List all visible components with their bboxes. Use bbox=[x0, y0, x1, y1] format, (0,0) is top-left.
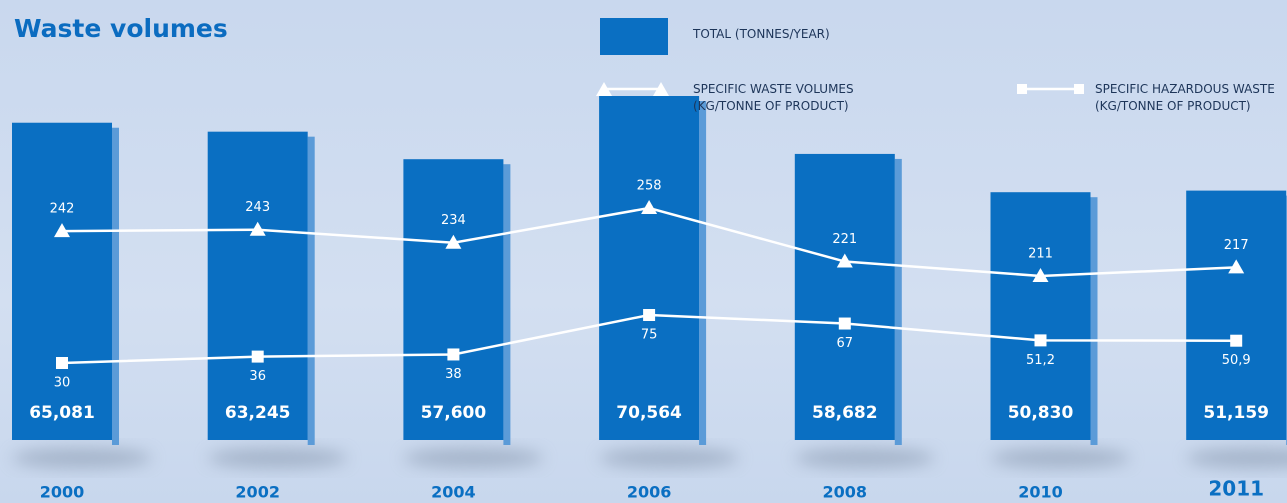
bar-shadow bbox=[599, 448, 740, 468]
bar-shadow bbox=[1186, 448, 1287, 468]
x-tick-label: 2010 bbox=[1018, 483, 1063, 502]
line-value-label: 67 bbox=[837, 336, 854, 351]
line-marker bbox=[1230, 334, 1243, 347]
bar-shadow bbox=[12, 448, 152, 468]
bar-side bbox=[112, 127, 119, 445]
x-tick-label: 2008 bbox=[823, 483, 868, 502]
bar bbox=[12, 122, 112, 440]
bar bbox=[207, 131, 308, 440]
x-tick-label: 2002 bbox=[235, 483, 280, 502]
legend-swatch-bar bbox=[600, 18, 668, 55]
line-value-label: 38 bbox=[445, 367, 462, 382]
line-marker bbox=[838, 317, 851, 330]
legend-swatch-line bbox=[1017, 84, 1084, 94]
chart-title: Waste volumes bbox=[14, 14, 228, 43]
bar bbox=[403, 159, 504, 440]
line-value-label: 221 bbox=[832, 232, 857, 247]
line-value-label: 50,9 bbox=[1222, 353, 1251, 368]
bar-shadow bbox=[207, 448, 348, 468]
line-marker bbox=[1032, 268, 1049, 282]
line-value-label: 217 bbox=[1224, 238, 1249, 253]
bar bbox=[990, 192, 1091, 440]
x-tick-label: 2000 bbox=[40, 483, 85, 502]
x-tick-label: 2011 bbox=[1208, 477, 1264, 501]
line-value-label: 30 bbox=[54, 376, 71, 391]
bar bbox=[1186, 190, 1287, 440]
legend-label: SPECIFIC WASTE VOLUMES (KG/TONNE OF PROD… bbox=[693, 82, 854, 113]
line-marker bbox=[641, 200, 658, 214]
x-tick-label: 2006 bbox=[627, 483, 672, 502]
legend-swatch-line bbox=[596, 82, 669, 96]
line-marker bbox=[249, 221, 266, 236]
line-value-label: 242 bbox=[50, 202, 75, 217]
line-value-label: 234 bbox=[441, 213, 466, 228]
bar-side bbox=[699, 101, 707, 445]
line-value-label: 36 bbox=[249, 369, 266, 384]
bar-side bbox=[503, 164, 511, 445]
bar-side bbox=[307, 136, 315, 445]
line-value-label: 75 bbox=[641, 328, 658, 343]
line-marker bbox=[445, 234, 462, 249]
line-marker bbox=[56, 357, 68, 369]
legend-label: TOTAL (TONNES/YEAR) bbox=[693, 27, 830, 41]
bar-shadow bbox=[990, 448, 1131, 468]
bar-shadow bbox=[794, 448, 935, 468]
bar-side bbox=[1090, 197, 1098, 445]
legend-label: SPECIFIC HAZARDOUS WASTE (KG/TONNE OF PR… bbox=[1095, 82, 1275, 113]
line-marker bbox=[1034, 334, 1047, 347]
bar bbox=[599, 96, 700, 440]
line-marker bbox=[251, 350, 264, 363]
line-marker bbox=[54, 223, 70, 238]
line-value-label: 243 bbox=[245, 200, 270, 215]
line-marker bbox=[1228, 259, 1245, 274]
x-tick-label: 2004 bbox=[431, 483, 476, 502]
line-marker bbox=[447, 348, 460, 361]
bar bbox=[794, 153, 895, 440]
bar-value-label: 65,081 bbox=[29, 403, 95, 423]
line-marker bbox=[643, 309, 656, 321]
bar-value-label: 63,245 bbox=[225, 403, 291, 423]
bar-value-label: 50,830 bbox=[1008, 403, 1074, 423]
line-value-label: 258 bbox=[637, 179, 662, 194]
line-value-label: 51,2 bbox=[1026, 353, 1055, 368]
bar-value-label: 57,600 bbox=[421, 403, 487, 423]
bar-value-label: 70,564 bbox=[616, 403, 682, 423]
line-value-label: 211 bbox=[1028, 247, 1053, 262]
bar-value-label: 58,682 bbox=[812, 403, 878, 423]
bar-shadow bbox=[403, 448, 544, 468]
line-marker bbox=[836, 253, 853, 268]
bar-side bbox=[894, 158, 902, 445]
bar-value-label: 51,159 bbox=[1203, 403, 1269, 423]
